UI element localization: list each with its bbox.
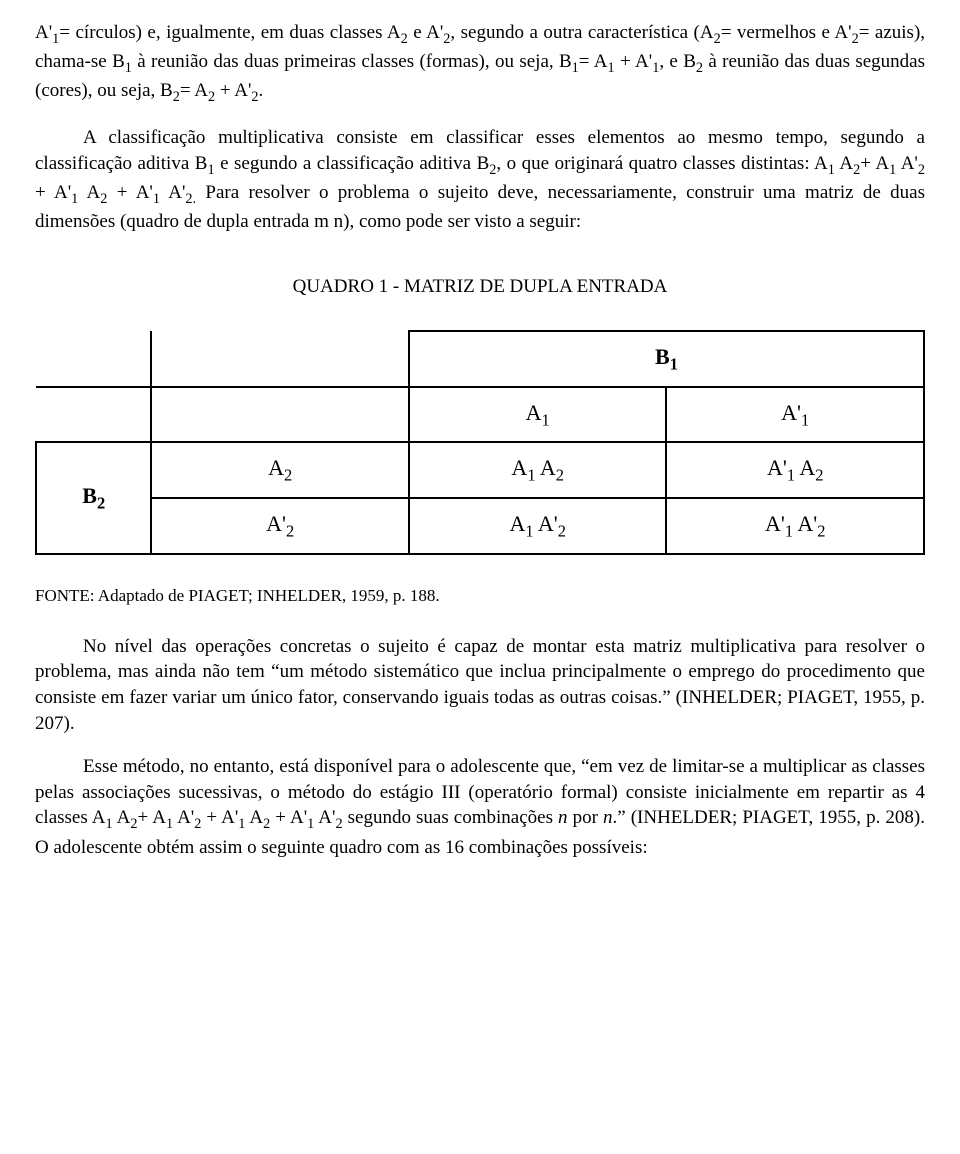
matrix-table-wrap: B1 A1 A'1 B2 A2 A1 A2 A'1 A2 A'2 A1 A'2 bbox=[35, 330, 925, 555]
matrix-header-a1: A1 bbox=[409, 387, 667, 443]
paragraph-4: Esse método, no entanto, está disponível… bbox=[35, 754, 925, 860]
matrix-blank bbox=[36, 387, 151, 443]
matrix-header-a2: A2 bbox=[151, 442, 409, 498]
document-page: A'1= círculos) e, igualmente, em duas cl… bbox=[0, 0, 960, 908]
paragraph-3: No nível das operações concretas o sujei… bbox=[35, 634, 925, 737]
matrix-cell-ap1ap2: A'1 A'2 bbox=[666, 498, 924, 554]
matrix-header-ap2: A'2 bbox=[151, 498, 409, 554]
matrix-blank bbox=[151, 331, 409, 387]
quadro-title: QUADRO 1 - MATRIZ DE DUPLA ENTRADA bbox=[35, 274, 925, 300]
matrix-table: B1 A1 A'1 B2 A2 A1 A2 A'1 A2 A'2 A1 A'2 bbox=[35, 330, 925, 555]
matrix-header-b2: B2 bbox=[36, 442, 151, 553]
matrix-cell-a1ap2: A1 A'2 bbox=[409, 498, 667, 554]
fonte-caption: FONTE: Adaptado de PIAGET; INHELDER, 195… bbox=[35, 585, 925, 608]
matrix-header-ap1: A'1 bbox=[666, 387, 924, 443]
paragraph-2: A classificação multiplicativa consiste … bbox=[35, 125, 925, 234]
matrix-cell-ap1a2: A'1 A2 bbox=[666, 442, 924, 498]
matrix-blank bbox=[151, 387, 409, 443]
matrix-header-b1: B1 bbox=[409, 331, 924, 387]
matrix-corner-blank bbox=[36, 331, 151, 387]
matrix-cell-a1a2: A1 A2 bbox=[409, 442, 667, 498]
paragraph-1: A'1= círculos) e, igualmente, em duas cl… bbox=[35, 20, 925, 107]
